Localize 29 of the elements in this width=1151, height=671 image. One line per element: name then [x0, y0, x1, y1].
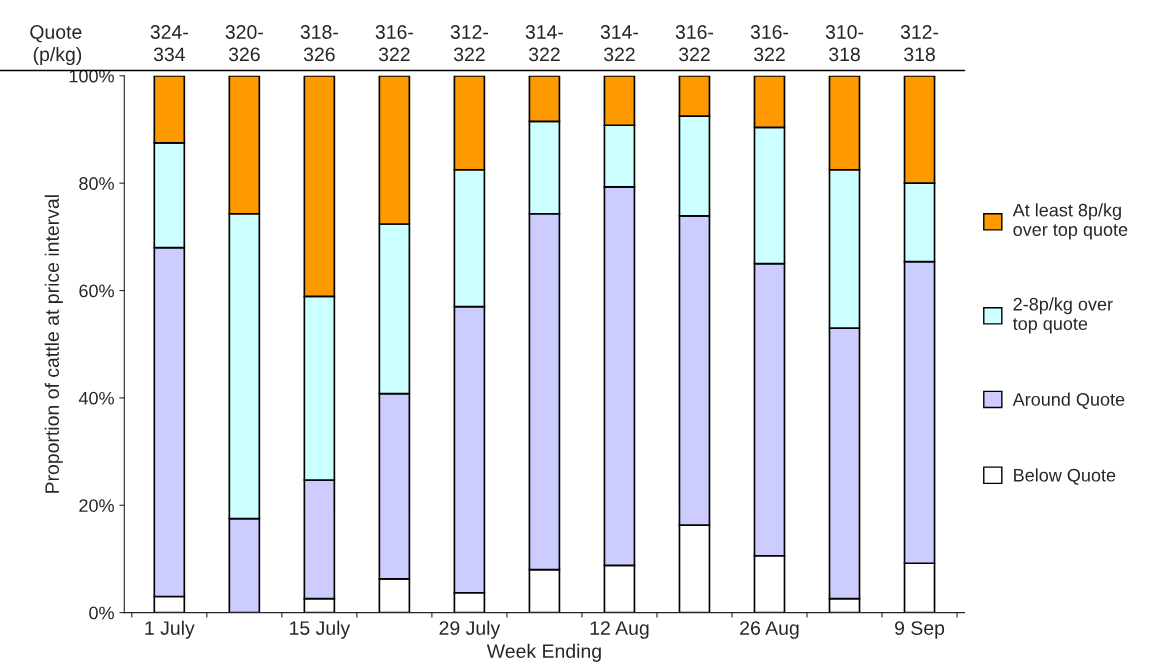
- text: 312- 322: [450, 25, 488, 62]
- text: 316- 322: [675, 25, 714, 62]
- text: Quote (p/kg): [30, 25, 82, 66]
- y-tick-label: 0%: [89, 606, 114, 620]
- text: 312- 318: [900, 25, 939, 62]
- y-tick-label: 80%: [79, 177, 114, 190]
- text: 318- 326: [300, 25, 338, 62]
- y-tick-label: 60%: [79, 284, 114, 298]
- x-tick-label: 1 July: [145, 620, 195, 639]
- legend-label: 2-8p/kg over top quote: [1012, 297, 1113, 334]
- legend-label: Below Quote: [1014, 468, 1116, 485]
- x-tick-label: 29 July: [439, 620, 501, 639]
- legend-label: At least 8p/kg over top quote: [1012, 203, 1128, 240]
- y-tick-label: 40%: [78, 391, 114, 405]
- x-tick-label: 26 Aug: [740, 621, 799, 639]
- text: 320- 326: [225, 25, 263, 62]
- text: 314- 322: [600, 25, 639, 62]
- text: 316- 322: [375, 25, 413, 62]
- text: 314- 322: [525, 25, 564, 62]
- legend-label: Around Quote: [1012, 392, 1125, 410]
- y-axis-title: Proportion of cattle at price interval: [44, 195, 63, 493]
- x-axis-title: Week Ending: [486, 643, 601, 662]
- x-tick-label: 15 July: [290, 620, 351, 639]
- x-tick-label: 12 Aug: [590, 621, 649, 639]
- text: 324- 334: [150, 25, 188, 62]
- text: 310- 318: [825, 25, 864, 62]
- x-tick-label: 9 Sep: [895, 621, 945, 639]
- text: 316- 322: [750, 25, 789, 62]
- y-tick-label: 20%: [79, 499, 114, 512]
